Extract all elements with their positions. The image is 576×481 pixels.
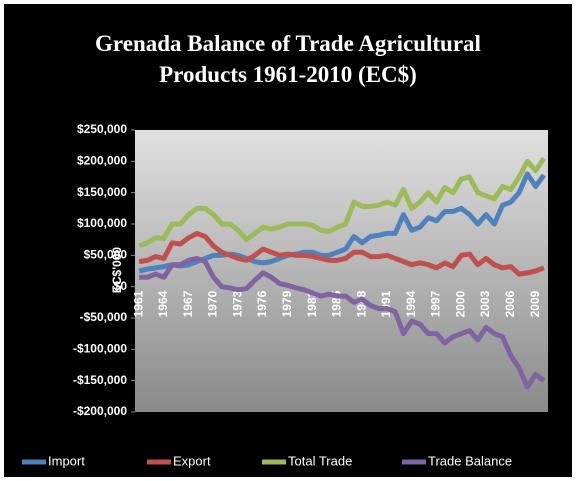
- y-tick-label: $50,000: [84, 248, 128, 262]
- y-axis-label: EC$'000: [110, 247, 124, 294]
- x-tick-label: 1970: [206, 290, 220, 317]
- x-tick-label: 2009: [528, 290, 542, 317]
- x-tick-label: 1991: [379, 290, 393, 317]
- plot-area: [135, 130, 548, 412]
- legend-label: Export: [173, 453, 211, 468]
- x-tick-label: 1979: [280, 290, 294, 317]
- x-tick-label: 1967: [181, 290, 195, 317]
- y-tick-label: -$50,000: [80, 310, 128, 324]
- y-tick-label: -$200,000: [73, 404, 127, 418]
- x-tick-label: 1988: [354, 290, 368, 317]
- series-line: [139, 255, 546, 390]
- legend-label: Import: [48, 453, 85, 468]
- y-tick-label: -$100,000: [73, 342, 127, 356]
- series-line: [138, 156, 546, 249]
- x-tick-label: 1964: [156, 290, 170, 317]
- x-tick-label: 1994: [404, 290, 418, 317]
- legend-label: Total Trade: [288, 453, 352, 468]
- x-tick-label: 2000: [453, 290, 467, 317]
- x-tick-label: 1973: [230, 290, 244, 317]
- x-tick-label: 1997: [429, 290, 443, 317]
- x-tick-label: 2006: [503, 290, 517, 317]
- legend-label: Trade Balance: [428, 453, 512, 468]
- x-tick-label: 1976: [255, 290, 269, 317]
- y-tick-label: $100,000: [77, 216, 127, 230]
- series-line: [138, 230, 545, 277]
- y-tick-label: $150,000: [77, 185, 127, 199]
- chart-title: Grenada Balance of Trade Agricultural Pr…: [95, 31, 481, 87]
- series-line: [138, 171, 546, 274]
- x-tick-label: 1982: [305, 290, 319, 317]
- x-tick-label: 2003: [478, 290, 492, 317]
- y-tick-label: $200,000: [77, 154, 127, 168]
- y-tick-label: $250,000: [77, 122, 127, 136]
- y-tick-label: $0: [114, 279, 128, 293]
- y-tick-label: -$150,000: [73, 373, 127, 387]
- x-tick-label: 1961: [131, 290, 145, 317]
